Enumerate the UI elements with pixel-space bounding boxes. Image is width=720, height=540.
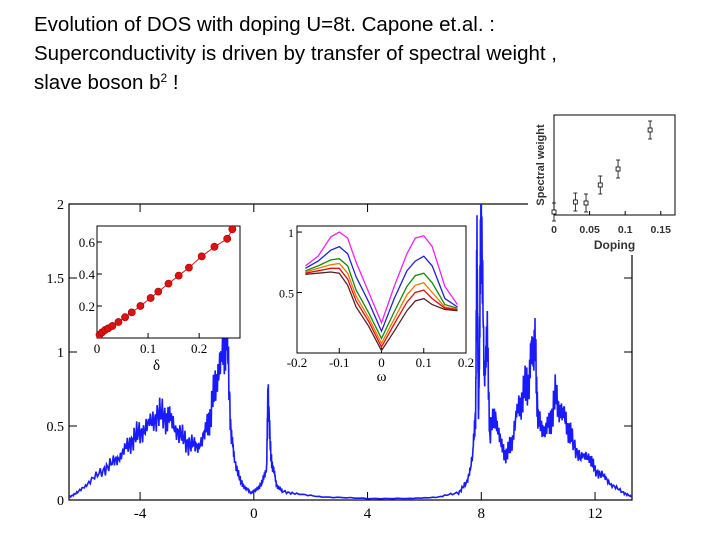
inset2-x-tick-label: 0 bbox=[378, 355, 385, 370]
main-y-tick-label: 2 bbox=[57, 198, 64, 213]
inset1-data-point bbox=[154, 287, 163, 296]
title-line-3-suffix: ! bbox=[167, 71, 179, 94]
main-x-tick-label: -4 bbox=[134, 506, 147, 522]
inset1-data-point bbox=[108, 322, 117, 330]
inset3-data-point bbox=[572, 199, 578, 205]
main-y-tick-label: 1 bbox=[57, 346, 64, 361]
inset2-series-line bbox=[305, 245, 458, 333]
inset2-x-tick-label: 0.1 bbox=[416, 355, 432, 370]
inset2-series-line bbox=[305, 231, 459, 325]
inset3-data-point bbox=[583, 200, 589, 206]
main-x-tick-label: 4 bbox=[364, 506, 372, 522]
main-x-tick-label: 8 bbox=[478, 506, 486, 522]
inset3-data-point bbox=[615, 166, 621, 172]
inset1-y-tick-label: 0.6 bbox=[79, 235, 96, 250]
inset1-x-tick-label: 0.1 bbox=[140, 341, 156, 356]
inset2-x-tick-label: -0.2 bbox=[287, 355, 308, 370]
inset1-data-point bbox=[121, 313, 129, 322]
inset2-series-line bbox=[305, 258, 458, 340]
main-y-tick-label: 0 bbox=[57, 494, 64, 509]
inset3-data-point bbox=[551, 209, 557, 215]
inset3-x-tick-label: 0 bbox=[551, 224, 557, 236]
dos-series-line bbox=[69, 204, 632, 500]
inset1-x-tick-label: 0 bbox=[94, 341, 101, 356]
inset1-data-point bbox=[197, 252, 206, 261]
main-x-tick-label: 12 bbox=[588, 506, 603, 522]
inset3-x-tick-label: 0.05 bbox=[579, 224, 600, 236]
inset2-x-tick-label: -0.1 bbox=[329, 355, 350, 370]
inset1-x-tick-label: 0.2 bbox=[191, 341, 207, 356]
inset1-x-axis-label: δ bbox=[153, 358, 160, 374]
title-line-3: slave boson b2 ! bbox=[34, 68, 694, 97]
title-line-1: Evolution of DOS with doping U=8t. Capon… bbox=[34, 13, 495, 36]
inset3-frame bbox=[553, 114, 676, 216]
inset3-x-axis-label: Doping bbox=[594, 238, 635, 252]
inset2-y-tick-label: 1 bbox=[288, 226, 294, 240]
inset3-data-point bbox=[647, 127, 653, 133]
inset2-series-line bbox=[305, 271, 458, 352]
main-y-tick-label: 1.5 bbox=[47, 272, 65, 287]
inset2-x-axis-label: ω bbox=[377, 369, 387, 385]
inset2-series-line bbox=[305, 267, 458, 349]
title-line-3-prefix: slave boson b bbox=[34, 71, 161, 94]
inset1-data-point bbox=[223, 234, 232, 243]
inset1-data-point bbox=[228, 225, 237, 234]
title-line-3-superscript: 2 bbox=[160, 71, 168, 85]
inset2-series-line bbox=[305, 262, 458, 345]
inset3-x-tick-label: 0.15 bbox=[651, 224, 672, 236]
inset2-frame bbox=[296, 225, 467, 354]
slide-title: Evolution of DOS with doping U=8t. Capon… bbox=[34, 10, 694, 97]
inset1-data-point bbox=[127, 308, 136, 317]
inset1-data-point bbox=[174, 271, 183, 280]
inset2-x-tick-label: 0.2 bbox=[458, 355, 474, 370]
inset3-data-point bbox=[597, 182, 603, 188]
title-line-2: Superconductivity is driven by transfer … bbox=[34, 42, 557, 65]
inset3-y-axis-label: Spectral weight bbox=[535, 124, 547, 206]
inset1-data-point bbox=[146, 294, 155, 302]
inset1-data-point bbox=[164, 279, 173, 288]
inset1-data-point bbox=[185, 263, 193, 272]
inset1-data-point bbox=[114, 318, 123, 326]
inset2-y-tick-label: 0.5 bbox=[279, 287, 294, 301]
inset1-y-tick-label: 0.2 bbox=[79, 299, 95, 314]
main-y-tick-label: 0.5 bbox=[47, 420, 65, 435]
inset1-data-point bbox=[210, 242, 219, 251]
inset3-x-tick-label: 0.1 bbox=[618, 224, 633, 236]
main-x-tick-label: 0 bbox=[250, 506, 258, 522]
inset1-y-tick-label: 0.4 bbox=[79, 267, 96, 282]
inset1-data-point bbox=[136, 302, 145, 310]
